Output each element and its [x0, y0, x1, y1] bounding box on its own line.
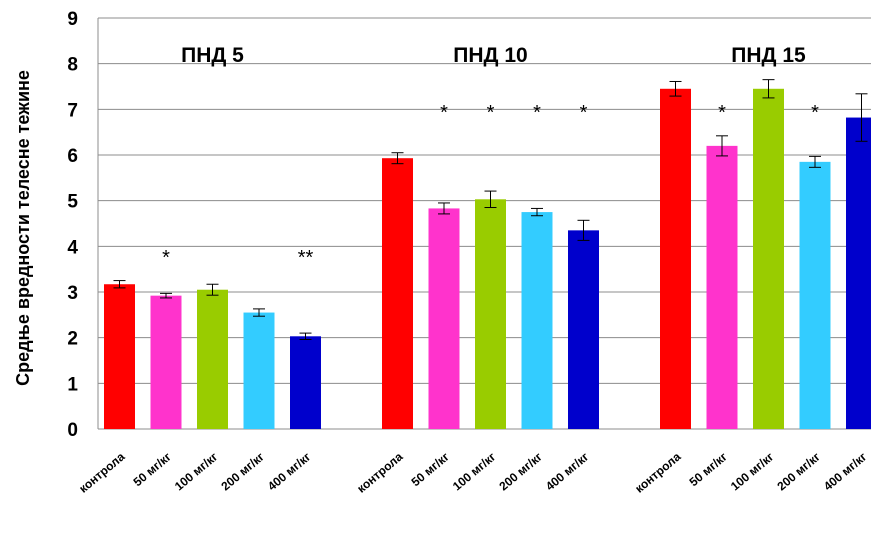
- x-category-label: 50 мг/кг: [131, 450, 174, 490]
- x-category-label: 200 мг/кг: [218, 450, 267, 494]
- y-tick-label: 7: [67, 100, 78, 121]
- bar: [753, 88, 784, 430]
- y-tick-label: 0: [67, 420, 78, 441]
- y-tick-label: 5: [67, 192, 78, 213]
- bar: [568, 230, 599, 429]
- bar: [475, 199, 506, 429]
- x-category-label: контрола: [354, 449, 405, 495]
- x-category-label: 50 мг/кг: [409, 450, 452, 490]
- y-tick-label: 1: [67, 374, 78, 395]
- bars: [104, 79, 871, 430]
- bar: [197, 289, 228, 429]
- bar: [428, 208, 460, 429]
- x-category-label: 100 мг/кг: [172, 450, 221, 494]
- bar: [660, 88, 691, 430]
- significance-marker: *: [718, 102, 726, 124]
- x-category-label: контрола: [76, 449, 127, 495]
- group-label: ПНД 15: [731, 44, 806, 67]
- bar: [243, 312, 275, 429]
- x-category-label: 400 мг/кг: [821, 450, 870, 494]
- y-tick-label: 8: [67, 55, 78, 76]
- bar: [799, 161, 831, 429]
- significance-marker: *: [533, 102, 541, 124]
- y-tick-label: 3: [67, 283, 78, 304]
- x-category-label: 200 мг/кг: [496, 450, 545, 494]
- x-category-label: 400 мг/кг: [543, 450, 592, 494]
- significance-marker: *: [580, 102, 588, 124]
- bar: [104, 284, 135, 429]
- bar: [706, 145, 738, 429]
- bar: [150, 295, 182, 429]
- group-label: ПНД 5: [181, 44, 244, 67]
- significance-marker: *: [162, 247, 170, 269]
- y-tick-label: 4: [67, 237, 78, 258]
- significance-marker: *: [487, 102, 495, 124]
- group-label: ПНД 10: [453, 44, 527, 67]
- x-category-label: 100 мг/кг: [728, 450, 777, 494]
- x-category-label: 200 мг/кг: [774, 450, 823, 494]
- y-tick-label: 2: [67, 329, 78, 350]
- significance-marker: **: [298, 247, 314, 269]
- bar: [521, 212, 553, 429]
- y-axis-label: Средње вредности телесне тежине: [13, 70, 33, 386]
- significance-marker: *: [440, 102, 448, 124]
- y-tick-label: 6: [67, 146, 78, 167]
- x-category-label: 50 мг/кг: [687, 450, 730, 490]
- x-category-label: 100 мг/кг: [450, 450, 499, 494]
- significance-marker: *: [811, 102, 819, 124]
- x-category-label: 400 мг/кг: [265, 450, 314, 494]
- bar: [290, 336, 321, 429]
- bar: [846, 117, 871, 429]
- y-tick-label: 9: [67, 9, 78, 30]
- bar: [382, 158, 413, 430]
- x-category-label: контрола: [632, 449, 683, 495]
